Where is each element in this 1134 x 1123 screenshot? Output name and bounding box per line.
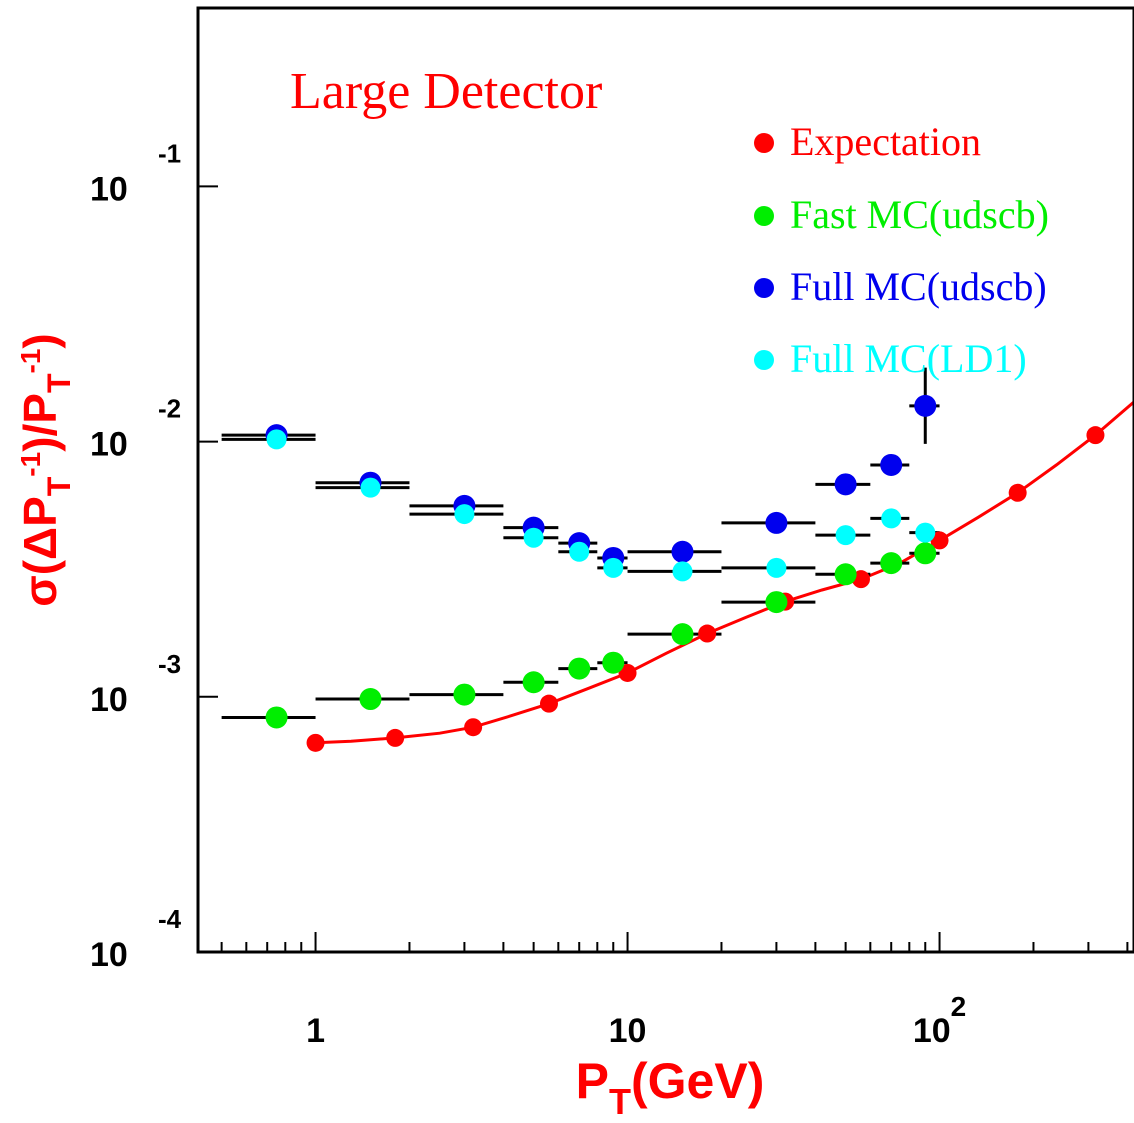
expectation-curve — [315, 400, 1134, 745]
data-point — [539, 694, 558, 713]
y-axis-title-part: )/P — [14, 393, 66, 452]
y-axis-title: σ(ΔPT-1)/PT-1) — [14, 333, 77, 607]
data-point — [834, 473, 857, 496]
data-point — [453, 683, 476, 706]
data-point — [930, 531, 949, 550]
data-point — [880, 453, 903, 476]
plot-content — [221, 367, 1134, 752]
legend-marker — [754, 278, 774, 298]
legend: Expectation Fast MC(udscb) Full MC(udscb) F… — [754, 119, 1049, 381]
data-point — [266, 429, 287, 450]
data-point — [914, 394, 937, 417]
data-point — [914, 542, 937, 565]
data-point — [1008, 483, 1027, 502]
legend-label: Fast MC(udscb) — [790, 192, 1049, 237]
y-axis-title-part: -1 — [15, 452, 46, 477]
y-tick-label: 10 — [90, 426, 128, 464]
x-tick-label-base: 1 — [306, 1012, 325, 1050]
y-tick-label-exponent: -2 — [158, 394, 181, 424]
data-point — [523, 527, 544, 548]
x-tick-label-base: 10 — [609, 1012, 647, 1050]
data-point — [618, 663, 637, 682]
data-point — [672, 561, 693, 582]
data-point — [454, 504, 475, 525]
data-point — [765, 511, 788, 534]
data-point — [522, 671, 545, 694]
y-axis-title-part: σ(ΔP — [14, 496, 66, 607]
x-tick-label: 1 — [306, 1012, 325, 1050]
data-point — [603, 557, 624, 578]
x-tick-label: 102 — [913, 991, 966, 1050]
x-tick-label-base: 10 — [913, 1012, 951, 1050]
y-tick-label-exponent: -3 — [158, 649, 181, 679]
plot-area — [221, 367, 1134, 752]
x-axis-title-part: (GeV) — [631, 1053, 764, 1109]
legend-marker — [754, 206, 774, 226]
legend-marker — [754, 133, 774, 153]
data-point — [766, 557, 787, 578]
data-point — [386, 728, 405, 747]
data-point — [834, 563, 857, 586]
x-tick-label-exponent: 2 — [951, 991, 967, 1022]
axis-labels: 1 10 10210-410-310-210-1PT(GeV)σ(ΔPT-1)/PT… — [14, 63, 966, 1122]
axes-box — [196, 6, 1134, 954]
data-point — [881, 508, 902, 529]
data-point — [568, 657, 591, 680]
y-tick-label-exponent: -4 — [158, 904, 182, 934]
x-tick-label: 10 — [609, 1012, 647, 1050]
plot-frame — [196, 6, 1134, 954]
legend-label: Full MC(LD1) — [790, 336, 1027, 381]
data-point — [835, 525, 856, 546]
legend-label: Full MC(udscb) — [790, 264, 1047, 309]
axis-ticks — [198, 185, 1129, 953]
legend-label: Expectation — [790, 119, 981, 164]
y-axis-title-part: ) — [14, 333, 66, 348]
y-tick-label: 10 — [90, 170, 128, 208]
data-point — [765, 591, 788, 614]
y-tick-label: 10 — [90, 936, 128, 974]
x-axis-title-part: P — [576, 1053, 609, 1109]
data-point — [359, 688, 382, 711]
data-point — [698, 624, 717, 643]
data-point — [671, 540, 694, 563]
data-point — [880, 552, 903, 575]
data-point — [464, 718, 483, 737]
y-tick-label-exponent: -1 — [158, 138, 181, 168]
data-point — [671, 623, 694, 646]
x-axis-title-part: T — [609, 1081, 631, 1122]
data-point — [915, 522, 936, 543]
data-point — [569, 541, 590, 562]
data-point — [602, 651, 625, 674]
data-point — [360, 477, 381, 498]
data-point — [306, 733, 325, 752]
y-tick-label: 10 — [90, 681, 128, 719]
y-axis-title-part: T — [41, 373, 77, 393]
data-point — [1086, 426, 1105, 445]
chart-title: Large Detector — [290, 63, 602, 120]
y-axis-title-part: -1 — [15, 349, 46, 374]
y-axis-title-part: T — [41, 476, 77, 496]
x-axis-title: PT(GeV) — [576, 1053, 765, 1122]
data-point — [265, 706, 288, 729]
legend-marker — [754, 350, 774, 370]
